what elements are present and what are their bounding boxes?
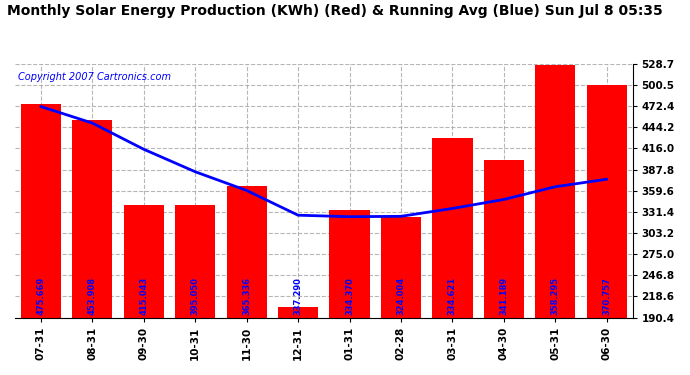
Text: 334.621: 334.621 bbox=[448, 277, 457, 315]
Bar bbox=[226, 186, 266, 318]
Bar bbox=[278, 307, 318, 318]
Text: 365.336: 365.336 bbox=[242, 277, 251, 315]
Text: 324.004: 324.004 bbox=[397, 277, 406, 315]
Bar bbox=[175, 205, 215, 318]
Text: 415.043: 415.043 bbox=[139, 277, 148, 315]
Text: 475.669: 475.669 bbox=[37, 277, 46, 315]
Bar bbox=[586, 85, 627, 318]
Text: Monthly Solar Energy Production (KWh) (Red) & Running Avg (Blue) Sun Jul 8 05:35: Monthly Solar Energy Production (KWh) (R… bbox=[7, 4, 662, 18]
Bar bbox=[433, 138, 473, 318]
Text: 341.189: 341.189 bbox=[500, 277, 509, 315]
Bar bbox=[535, 64, 575, 318]
Text: 370.757: 370.757 bbox=[602, 278, 611, 315]
Bar bbox=[484, 160, 524, 318]
Bar bbox=[381, 217, 421, 318]
Text: Copyright 2007 Cartronics.com: Copyright 2007 Cartronics.com bbox=[18, 72, 171, 82]
Text: 453.908: 453.908 bbox=[88, 278, 97, 315]
Bar bbox=[72, 120, 112, 318]
Text: 395.050: 395.050 bbox=[190, 278, 199, 315]
Bar bbox=[329, 210, 370, 318]
Text: 358.295: 358.295 bbox=[551, 277, 560, 315]
Text: 334.370: 334.370 bbox=[345, 278, 354, 315]
Text: 337.290: 337.290 bbox=[293, 278, 303, 315]
Bar bbox=[21, 104, 61, 318]
Bar bbox=[124, 205, 164, 318]
